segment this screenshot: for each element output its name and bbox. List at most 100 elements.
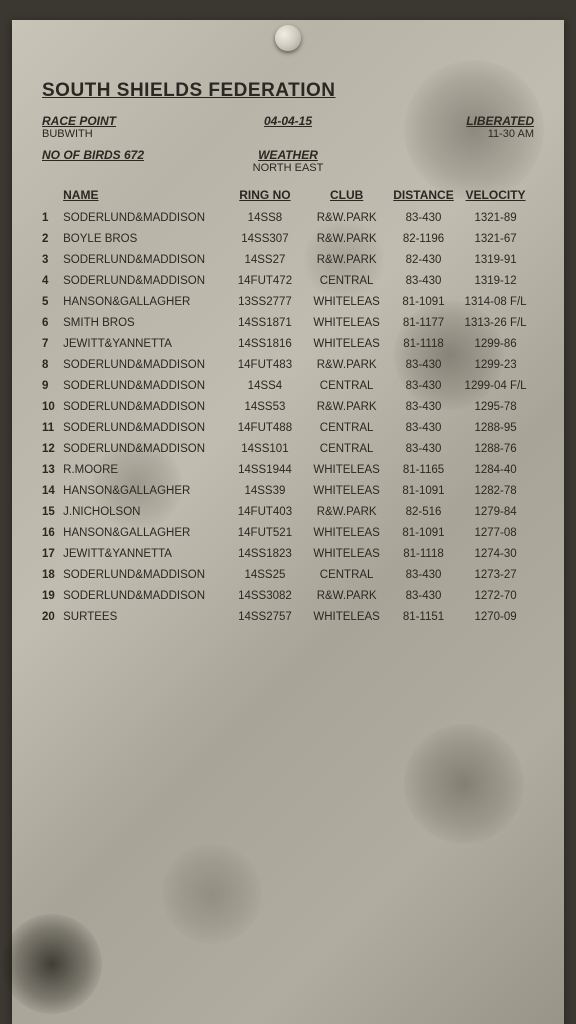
cell-club: R&W.PARK xyxy=(303,590,389,602)
cell-club: R&W.PARK xyxy=(303,359,389,371)
cell-ring: 13SS2777 xyxy=(227,296,304,308)
cell-distance: 82-1196 xyxy=(390,233,457,245)
cell-distance: 83-430 xyxy=(390,380,457,392)
cell-club: WHITELEAS xyxy=(303,296,389,308)
race-point-label: RACE POINT xyxy=(42,114,206,128)
cell-ring: 14SS307 xyxy=(227,233,304,245)
meta-spacer xyxy=(370,148,534,174)
cell-distance: 83-430 xyxy=(390,401,457,413)
cell-club: CENTRAL xyxy=(303,380,389,392)
cell-name: SMITH BROS xyxy=(63,317,226,329)
table-row: 18SODERLUND&MADDISON14SS25CENTRAL83-4301… xyxy=(42,569,534,581)
table-row: 15J.NICHOLSON14FUT403R&W.PARK82-5161279-… xyxy=(42,506,534,518)
cell-distance: 83-430 xyxy=(390,569,457,581)
cell-club: WHITELEAS xyxy=(303,317,389,329)
cell-position: 5 xyxy=(42,296,63,308)
cell-ring: 14SS1871 xyxy=(227,317,304,329)
table-row: 10SODERLUND&MADDISON14SS53R&W.PARK83-430… xyxy=(42,401,534,413)
cell-distance: 81-1091 xyxy=(390,296,457,308)
pushpin-icon xyxy=(275,25,301,51)
liberated-block: LIBERATED 11-30 AM xyxy=(370,114,534,140)
cell-distance: 81-1118 xyxy=(390,338,457,350)
cell-position: 8 xyxy=(42,359,63,371)
table-row: 14HANSON&GALLAGHER14SS39WHITELEAS81-1091… xyxy=(42,485,534,497)
col-header-distance: DISTANCE xyxy=(390,188,457,202)
cell-position: 4 xyxy=(42,275,63,287)
table-row: 5HANSON&GALLAGHER13SS2777WHITELEAS81-109… xyxy=(42,296,534,308)
cell-position: 10 xyxy=(42,401,63,413)
table-row: 2BOYLE BROS14SS307R&W.PARK82-11961321-67 xyxy=(42,233,534,245)
cell-velocity: 1274-30 xyxy=(457,548,534,560)
weather-value: NORTH EAST xyxy=(206,162,370,174)
cell-name: HANSON&GALLAGHER xyxy=(63,527,226,539)
cell-velocity: 1319-91 xyxy=(457,254,534,266)
cell-distance: 83-430 xyxy=(390,275,457,287)
cell-distance: 81-1177 xyxy=(390,317,457,329)
cell-name: HANSON&GALLAGHER xyxy=(63,296,226,308)
cell-ring: 14SS101 xyxy=(227,443,304,455)
meta-row-2: NO OF BIRDS 672 WEATHER NORTH EAST xyxy=(42,148,534,174)
cell-position: 7 xyxy=(42,338,63,350)
table-row: 8SODERLUND&MADDISON14FUT483R&W.PARK83-43… xyxy=(42,359,534,371)
table-row: 12SODERLUND&MADDISON14SS101CENTRAL83-430… xyxy=(42,443,534,455)
cell-position: 2 xyxy=(42,233,63,245)
table-row: 20SURTEES14SS2757WHITELEAS81-11511270-09 xyxy=(42,611,534,623)
col-header-club: CLUB xyxy=(303,188,389,202)
cell-club: R&W.PARK xyxy=(303,254,389,266)
cell-ring: 14SS39 xyxy=(227,485,304,497)
cell-club: R&W.PARK xyxy=(303,233,389,245)
cell-name: J.NICHOLSON xyxy=(63,506,226,518)
cell-ring: 14SS3082 xyxy=(227,590,304,602)
cell-club: CENTRAL xyxy=(303,275,389,287)
cell-distance: 81-1091 xyxy=(390,485,457,497)
race-point-block: RACE POINT BUBWITH xyxy=(42,114,206,140)
cell-distance: 81-1091 xyxy=(390,527,457,539)
stain-icon xyxy=(162,844,262,944)
cell-position: 13 xyxy=(42,464,63,476)
race-date: 04-04-15 xyxy=(206,114,370,128)
cell-club: R&W.PARK xyxy=(303,401,389,413)
cell-ring: 14SS1823 xyxy=(227,548,304,560)
cell-ring: 14SS25 xyxy=(227,569,304,581)
cell-velocity: 1295-78 xyxy=(457,401,534,413)
table-row: 7JEWITT&YANNETTA14SS1816WHITELEAS81-1118… xyxy=(42,338,534,350)
liberated-value: 11-30 AM xyxy=(370,128,534,140)
cell-ring: 14FUT488 xyxy=(227,422,304,434)
cell-position: 17 xyxy=(42,548,63,560)
cell-velocity: 1270-09 xyxy=(457,611,534,623)
table-row: 9SODERLUND&MADDISON14SS4CENTRAL83-430129… xyxy=(42,380,534,392)
cell-position: 20 xyxy=(42,611,63,623)
cell-ring: 14SS27 xyxy=(227,254,304,266)
cell-distance: 81-1151 xyxy=(390,611,457,623)
cell-position: 12 xyxy=(42,443,63,455)
cell-ring: 14SS2757 xyxy=(227,611,304,623)
cell-name: BOYLE BROS xyxy=(63,233,226,245)
cell-club: WHITELEAS xyxy=(303,527,389,539)
cell-club: CENTRAL xyxy=(303,422,389,434)
cell-club: WHITELEAS xyxy=(303,548,389,560)
cell-position: 11 xyxy=(42,422,63,434)
cell-distance: 83-430 xyxy=(390,212,457,224)
cell-club: WHITELEAS xyxy=(303,611,389,623)
cell-distance: 81-1118 xyxy=(390,548,457,560)
cell-velocity: 1314-08 F/L xyxy=(457,296,534,308)
weather-block: WEATHER NORTH EAST xyxy=(206,148,370,174)
cell-distance: 81-1165 xyxy=(390,464,457,476)
cell-ring: 14FUT521 xyxy=(227,527,304,539)
cell-ring: 14SS8 xyxy=(227,212,304,224)
cell-ring: 14FUT403 xyxy=(227,506,304,518)
liberated-label: LIBERATED xyxy=(370,114,534,128)
cell-velocity: 1299-86 xyxy=(457,338,534,350)
cell-position: 9 xyxy=(42,380,63,392)
cell-distance: 83-430 xyxy=(390,590,457,602)
cell-name: SODERLUND&MADDISON xyxy=(63,212,226,224)
table-row: 4SODERLUND&MADDISON14FUT472CENTRAL83-430… xyxy=(42,275,534,287)
cell-club: WHITELEAS xyxy=(303,485,389,497)
cell-velocity: 1321-89 xyxy=(457,212,534,224)
cell-velocity: 1277-08 xyxy=(457,527,534,539)
cell-name: SURTEES xyxy=(63,611,226,623)
cell-club: R&W.PARK xyxy=(303,212,389,224)
table-row: 13R.MOORE14SS1944WHITELEAS81-11651284-40 xyxy=(42,464,534,476)
cell-name: SODERLUND&MADDISON xyxy=(63,443,226,455)
cell-name: SODERLUND&MADDISON xyxy=(63,590,226,602)
